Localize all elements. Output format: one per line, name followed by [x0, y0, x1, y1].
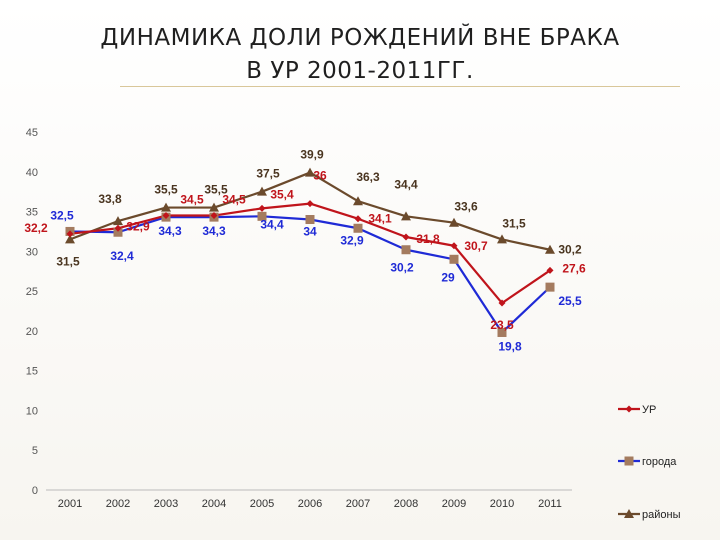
y-tick-label: 25 [26, 286, 38, 298]
raiony-point-marker [305, 167, 315, 177]
data-label: 30,2 [558, 243, 582, 257]
title-line-2: В УР 2001-2011ГГ. [246, 58, 474, 84]
x-tick-label: 2010 [490, 498, 514, 510]
ur-point-marker [306, 200, 314, 208]
ur-point-marker [498, 299, 506, 307]
chart-title: ДИНАМИКА ДОЛИ РОЖДЕНИЙ ВНЕ БРАКА В УР 20… [0, 22, 720, 88]
legend-swatch-marker [625, 405, 633, 413]
data-label: 27,6 [562, 261, 586, 275]
data-label: 34,5 [222, 193, 246, 207]
series-markers [65, 167, 555, 337]
data-label: 37,5 [256, 167, 280, 181]
data-label: 31,5 [502, 216, 526, 230]
x-tick-label: 2004 [202, 498, 226, 510]
x-tick-label: 2011 [538, 498, 562, 510]
goroda-point-marker [449, 254, 459, 264]
raiony-point-marker [113, 216, 123, 226]
raiony-point-marker [161, 202, 171, 212]
data-label: 34,4 [394, 177, 418, 191]
ur-point-marker [258, 204, 266, 212]
data-label: 36,3 [356, 170, 380, 184]
data-label: 30,2 [390, 261, 414, 275]
ur-point-marker [162, 212, 170, 220]
ur-point-marker [546, 266, 554, 274]
data-label: 30,7 [464, 239, 488, 253]
data-label: 33,8 [98, 192, 122, 206]
data-label: 32,9 [126, 219, 150, 233]
ur-point-marker [66, 230, 74, 238]
data-label: 31,5 [56, 254, 80, 268]
data-label: 34,3 [202, 224, 226, 238]
data-label: 39,9 [300, 148, 324, 162]
data-label: 32,4 [110, 249, 134, 263]
y-tick-label: 15 [26, 366, 38, 378]
data-label: 31,8 [416, 232, 440, 246]
goroda-point-marker [353, 223, 363, 233]
ur-point-marker [210, 212, 218, 220]
data-label: 19,8 [498, 339, 522, 353]
data-label: 35,4 [270, 187, 294, 201]
y-tick-label: 20 [26, 326, 38, 338]
ur-point-marker [450, 242, 458, 250]
data-label: 29 [441, 270, 455, 284]
x-tick-label: 2005 [250, 498, 274, 510]
y-tick-label: 40 [26, 167, 38, 179]
raiony-point-marker [545, 244, 555, 254]
y-tick-label: 10 [26, 405, 38, 417]
data-label: 34,5 [180, 193, 204, 207]
raiony-point-marker [401, 211, 411, 221]
goroda-point-marker [497, 327, 507, 337]
legend-label: города [642, 456, 677, 468]
data-label: 34,3 [158, 224, 182, 238]
y-tick-label: 45 [26, 127, 38, 139]
title-line-1: ДИНАМИКА ДОЛИ РОЖДЕНИЙ ВНЕ БРАКА [100, 25, 620, 51]
data-label: 35,5 [154, 183, 178, 197]
chart-legend: УР города районы [618, 404, 681, 521]
legend-swatch-marker [624, 509, 634, 518]
ur-point-marker [114, 224, 122, 232]
data-label: 36 [313, 169, 327, 183]
data-label: 32,2 [24, 221, 48, 235]
data-label: 25,5 [558, 294, 582, 308]
ur-point-marker [354, 215, 362, 223]
data-label: 34 [303, 225, 317, 239]
raiony-point-marker [449, 217, 459, 227]
ur-point-marker [402, 233, 410, 241]
goroda-point-marker [545, 282, 555, 292]
goroda-point-marker [305, 215, 315, 225]
x-tick-label: 2002 [106, 498, 130, 510]
data-label: 34,1 [368, 212, 392, 226]
raiony-point-marker [65, 234, 75, 244]
raiony-point-marker [353, 196, 363, 206]
y-tick-label: 35 [26, 207, 38, 219]
data-label: 35,5 [204, 183, 228, 197]
data-label: 32,5 [50, 208, 74, 222]
x-tick-label: 2003 [154, 498, 178, 510]
x-tick-label: 2006 [298, 498, 322, 510]
title-underline [120, 86, 680, 87]
data-label: 23,5 [490, 318, 514, 332]
goroda-point-marker [401, 245, 411, 255]
goroda-point-marker [257, 211, 267, 221]
data-labels: 32,2 32,9 34,5 34,5 35,4 36 34,1 31,8 30,7 23,5 27… [24, 148, 586, 354]
x-tick-label: 2009 [442, 498, 466, 510]
legend-label: районы [642, 509, 681, 521]
y-tick-label: 0 [32, 485, 38, 497]
data-label: 34,4 [260, 217, 284, 231]
goroda-point-marker [113, 227, 123, 237]
x-tick-label: 2008 [394, 498, 418, 510]
raiony-point-marker [497, 234, 507, 244]
legend-label: УР [642, 404, 656, 416]
data-label: 33,6 [454, 200, 478, 214]
y-tick-label: 5 [32, 445, 38, 457]
x-tick-label: 2001 [58, 498, 82, 510]
y-tick-label: 30 [26, 246, 38, 258]
raiony-point-marker [209, 202, 219, 212]
chart-axes: 0 5 10 15 20 25 30 35 40 45 2001 2002 2003 2004 2005 20… [26, 127, 572, 510]
legend-swatch-marker [624, 456, 634, 466]
x-tick-label: 2007 [346, 498, 370, 510]
data-label: 32,9 [340, 233, 364, 247]
raiony-point-marker [257, 186, 267, 196]
